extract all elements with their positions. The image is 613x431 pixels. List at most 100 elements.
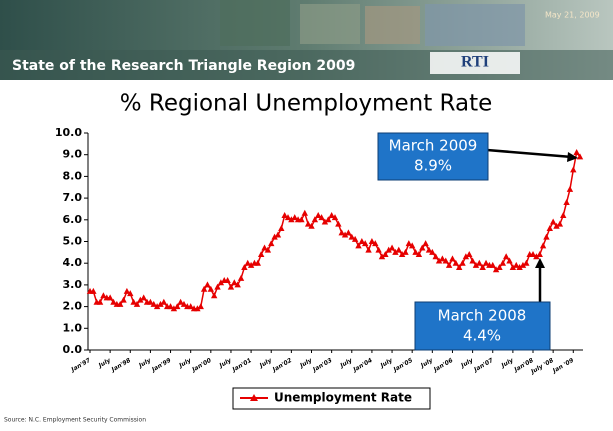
data-marker (278, 224, 285, 231)
data-marker (214, 283, 221, 290)
x-tick-label: Jan'98 (110, 357, 132, 374)
data-marker (368, 238, 376, 244)
data-marker (452, 259, 460, 266)
data-marker (234, 281, 241, 288)
y-tick-label: 4.0 (63, 256, 83, 269)
data-marker (120, 296, 127, 303)
annotation-arrow (486, 148, 573, 159)
data-marker (472, 261, 480, 268)
x-tick-label: Jan'05 (392, 357, 414, 374)
data-marker (147, 298, 154, 305)
legend (232, 387, 431, 410)
data-marker (513, 261, 520, 268)
data-marker (291, 214, 298, 221)
data-marker (167, 303, 174, 310)
data-marker (264, 246, 272, 253)
annotation-box (377, 132, 489, 181)
data-marker (311, 216, 319, 223)
data-marker (419, 244, 426, 251)
data-marker (523, 259, 530, 266)
data-marker (261, 244, 268, 251)
data-marker (90, 287, 97, 294)
data-marker (412, 248, 419, 255)
data-marker (395, 246, 402, 253)
data-marker (445, 261, 453, 268)
data-marker (274, 231, 282, 238)
data-marker (365, 246, 372, 253)
data-marker (217, 279, 225, 286)
data-marker (328, 211, 335, 218)
data-marker (130, 298, 137, 305)
x-tick-label: Jan'00 (190, 357, 212, 374)
y-tick-label: 10.0 (55, 126, 82, 139)
data-marker (496, 264, 503, 271)
data-marker (479, 264, 486, 271)
data-marker (382, 251, 389, 258)
data-marker (321, 218, 329, 225)
y-tick-label: 3.0 (63, 278, 83, 291)
data-marker (476, 259, 483, 266)
data-marker (392, 248, 399, 255)
x-tick-label: Jan'04 (351, 357, 373, 374)
data-marker (576, 153, 584, 160)
data-marker (358, 238, 366, 244)
data-marker (509, 264, 517, 271)
x-tick-label: Jan'02 (271, 357, 293, 374)
data-marker (466, 251, 473, 258)
data-marker (271, 233, 278, 240)
header-photo (220, 0, 290, 46)
data-marker (153, 303, 161, 310)
data-marker (351, 235, 359, 242)
annotation-box (414, 301, 551, 351)
data-marker (227, 283, 235, 290)
annotation-text: 8.9% (414, 157, 452, 175)
data-marker (348, 233, 355, 240)
data-marker (224, 277, 231, 284)
data-marker (133, 300, 141, 307)
source: Source: N.C. Employment Security Commiss… (4, 417, 146, 424)
series-line (90, 150, 581, 310)
data-marker (106, 294, 114, 301)
y-tick-label: 9.0 (63, 148, 83, 161)
data-marker (388, 244, 396, 251)
data-marker (489, 261, 496, 268)
data-marker (372, 240, 379, 247)
data-marker (301, 209, 308, 216)
data-marker (432, 253, 439, 260)
x-tick-label: Jan '09 (551, 357, 575, 375)
data-marker (315, 211, 322, 218)
header-title: State of the Research Triangle Region 20… (12, 58, 355, 74)
data-marker (462, 253, 470, 260)
legend-marker (250, 394, 258, 401)
data-marker (318, 214, 325, 221)
data-marker (110, 298, 117, 305)
x-tick-label: Jan'06 (432, 357, 454, 374)
data-marker (284, 214, 292, 221)
data-marker (459, 259, 466, 266)
x-tick-label: Jan'07 (472, 357, 495, 374)
data-marker (187, 303, 194, 310)
data-marker (533, 253, 540, 260)
data-marker (502, 253, 510, 260)
header-photo (425, 4, 525, 46)
logo: RTI (461, 54, 489, 71)
data-marker (180, 300, 188, 307)
data-marker (123, 287, 131, 294)
data-marker (140, 294, 147, 301)
x-tick-label: Jan'99 (150, 357, 172, 374)
y-tick-label: 6.0 (63, 213, 83, 226)
data-marker (231, 279, 238, 286)
x-tick-label: Jan'03 (311, 357, 333, 374)
annotation-arrowhead (535, 258, 545, 268)
data-marker (499, 259, 507, 266)
data-marker (341, 231, 349, 238)
data-marker (257, 251, 265, 258)
x-tick-label: July '08 (529, 357, 555, 376)
data-marker (549, 218, 557, 225)
data-marker (482, 259, 490, 266)
data-marker (335, 220, 342, 227)
data-marker (127, 290, 134, 297)
data-marker (449, 255, 456, 262)
data-marker (200, 285, 208, 292)
